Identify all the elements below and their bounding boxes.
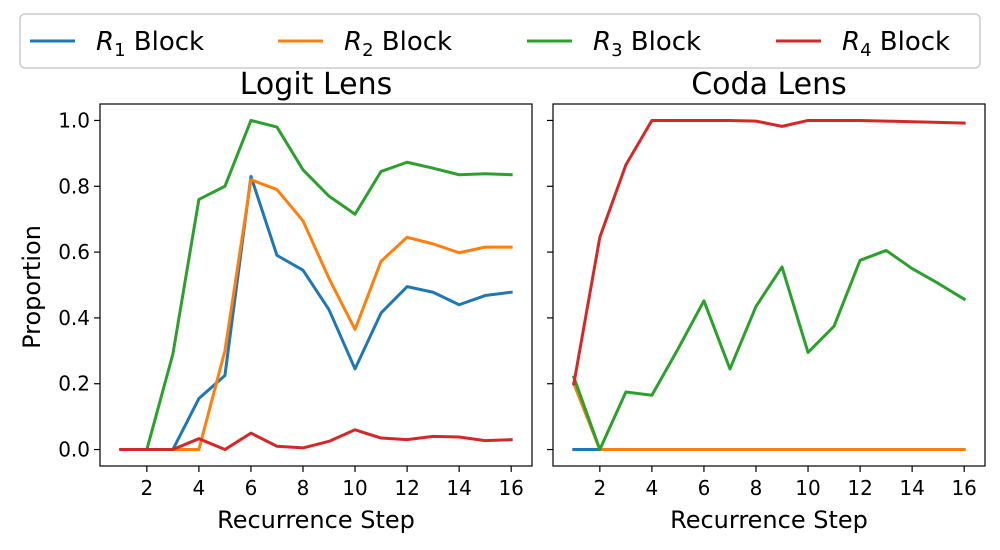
panel-title: Logit Lens (240, 67, 393, 102)
x-tick-label: 10 (795, 476, 820, 500)
x-axis-label: Recurrence Step (217, 506, 415, 534)
x-tick-label: 16 (498, 476, 523, 500)
panel-coda-lens: Coda Lens 2 4 6 8 10 12 14 16 Recurrence Step (547, 67, 986, 534)
x-tick-label: 8 (297, 476, 310, 500)
legend-item-r3: R3 Block (527, 27, 701, 61)
series-line-r4-block (119, 428, 513, 452)
legend-frame (19, 13, 981, 69)
legend-label: R4 Block (842, 27, 950, 61)
legend: R1 Block R2 Block R3 Block R4 Block (19, 13, 981, 69)
legend-label: R2 Block (344, 27, 452, 61)
legend-label: R3 Block (593, 27, 701, 61)
y-tick-label: 0.4 (58, 306, 90, 330)
x-tick-label: 10 (342, 476, 367, 500)
legend-item-r1: R1 Block (30, 27, 204, 61)
y-tick-label: 0.2 (58, 372, 90, 396)
y-tick-label: 0.0 (58, 438, 90, 462)
panel-logit-lens: Logit Lens 2 4 6 8 10 12 14 16 0.0 0.2 0.4 0.6 0.8 1.0… (58, 67, 533, 534)
series-line-r2-block (119, 178, 513, 452)
legend-label: R1 Block (96, 27, 204, 61)
x-tick-label: 8 (750, 476, 763, 500)
x-tick-label: 6 (245, 476, 258, 500)
legend-item-r4: R4 Block (776, 27, 950, 61)
x-tick-label: 16 (951, 476, 976, 500)
x-tick-label: 4 (646, 476, 659, 500)
series-line-r3-block (571, 248, 967, 452)
y-tick-label: 1.0 (58, 108, 90, 132)
axes-frame (99, 103, 533, 467)
x-tick-label: 14 (446, 476, 471, 500)
x-tick-label: 4 (193, 476, 206, 500)
legend-item-r2: R2 Block (278, 27, 452, 61)
x-tick-label: 6 (698, 476, 711, 500)
series-line-r3-block (119, 118, 513, 452)
axes-frame (552, 103, 986, 467)
series-line-r1-block (119, 174, 513, 452)
x-tick-label: 12 (394, 476, 419, 500)
x-tick-label: 14 (899, 476, 924, 500)
x-tick-label: 2 (140, 476, 153, 500)
series-group (571, 118, 967, 452)
panel-title: Coda Lens (691, 67, 847, 102)
series-group (119, 118, 513, 452)
y-tick-label: 0.6 (58, 240, 90, 264)
x-tick-label: 2 (593, 476, 606, 500)
y-axis-label: Proportion (18, 225, 46, 349)
x-axis-label: Recurrence Step (670, 506, 868, 534)
y-tick-label: 0.8 (58, 174, 90, 198)
x-tick-label: 12 (847, 476, 872, 500)
series-line-r4-block (572, 118, 966, 386)
series-line-r2-block (571, 381, 966, 452)
